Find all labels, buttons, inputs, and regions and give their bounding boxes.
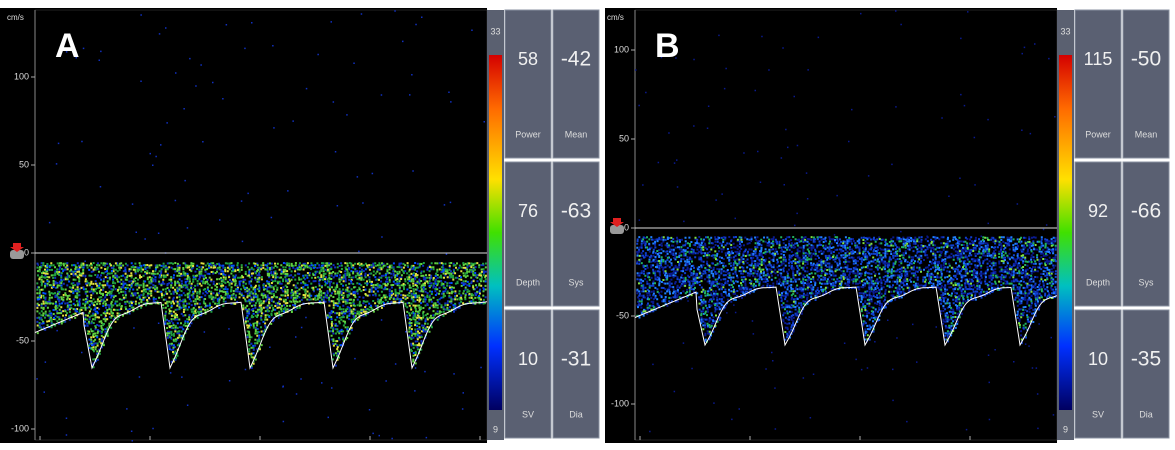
readout-label: Mean bbox=[1135, 129, 1158, 139]
readout-label: Power bbox=[515, 129, 541, 139]
readout-label: Sys bbox=[568, 277, 584, 287]
readout-cell bbox=[504, 9, 552, 159]
readout-cell bbox=[1074, 161, 1122, 307]
readout-value: 10 bbox=[1088, 349, 1108, 369]
probe-icon bbox=[10, 250, 24, 259]
readout-cell bbox=[1122, 161, 1170, 307]
y-tick-label: -50 bbox=[16, 335, 29, 345]
velocity-envelope bbox=[634, 286, 1058, 347]
plot-area bbox=[634, 9, 1058, 441]
doppler-speckle bbox=[36, 262, 487, 365]
scale-top: 33 bbox=[490, 26, 500, 36]
y-tick-label: -100 bbox=[11, 423, 29, 433]
readout-value: -63 bbox=[561, 200, 591, 223]
readout-cell bbox=[504, 161, 552, 307]
readout-label: Depth bbox=[516, 277, 540, 287]
unit-label: cm/s bbox=[7, 13, 24, 22]
readout-value: -31 bbox=[561, 348, 591, 371]
doppler-speckle bbox=[636, 236, 1057, 341]
y-tick-label: 0 bbox=[624, 222, 629, 232]
readout-cell bbox=[552, 309, 600, 439]
readout-cell bbox=[1122, 9, 1170, 159]
y-tick-label: 100 bbox=[614, 44, 629, 54]
readout-label: SV bbox=[522, 409, 534, 419]
readout-value: 92 bbox=[1088, 201, 1108, 221]
readout-value: -50 bbox=[1131, 48, 1161, 71]
plot-area bbox=[34, 9, 488, 441]
scale-bottom: 9 bbox=[493, 424, 498, 434]
readout-value: -66 bbox=[1131, 200, 1161, 223]
readout-label: Power bbox=[1085, 129, 1111, 139]
panel-label: B bbox=[655, 27, 680, 65]
y-tick-label: 50 bbox=[19, 159, 29, 169]
readout-cell bbox=[552, 9, 600, 159]
readout-value: -42 bbox=[561, 48, 591, 71]
readout-cell bbox=[504, 309, 552, 439]
readout-value: 76 bbox=[518, 201, 538, 221]
readout-label: Sys bbox=[1138, 277, 1154, 287]
colorbar bbox=[489, 55, 502, 410]
readout-value: 58 bbox=[518, 49, 538, 69]
readout-value: -35 bbox=[1131, 348, 1161, 371]
doppler-speckle bbox=[36, 262, 487, 365]
probe-arrow bbox=[10, 243, 24, 252]
y-tick-label: 100 bbox=[14, 71, 29, 81]
readout-cell bbox=[1074, 9, 1122, 159]
scale-bottom: 9 bbox=[1063, 424, 1068, 434]
colorbar bbox=[1059, 55, 1072, 410]
readout-label: Dia bbox=[569, 409, 583, 419]
y-tick-label: -100 bbox=[611, 398, 629, 408]
readout-label: Dia bbox=[1139, 409, 1153, 419]
y-tick-label: -50 bbox=[616, 310, 629, 320]
doppler-speckle bbox=[636, 236, 1057, 345]
readout-label: Depth bbox=[1086, 277, 1110, 287]
probe-arrow bbox=[610, 218, 624, 227]
unit-label: cm/s bbox=[607, 13, 624, 22]
readout-label: SV bbox=[1092, 409, 1104, 419]
velocity-envelope bbox=[34, 301, 488, 370]
panel-label: A bbox=[55, 27, 80, 65]
y-tick-label: 50 bbox=[619, 133, 629, 143]
readout-value: 115 bbox=[1084, 49, 1113, 69]
readout-value: 10 bbox=[518, 349, 538, 369]
y-tick-label: 0 bbox=[24, 247, 29, 257]
readout-cell bbox=[1074, 309, 1122, 439]
readout-label: Mean bbox=[565, 129, 588, 139]
readout-cell bbox=[1122, 309, 1170, 439]
readout-cell bbox=[552, 161, 600, 307]
scale-top: 33 bbox=[1060, 26, 1070, 36]
probe-icon bbox=[610, 225, 624, 234]
